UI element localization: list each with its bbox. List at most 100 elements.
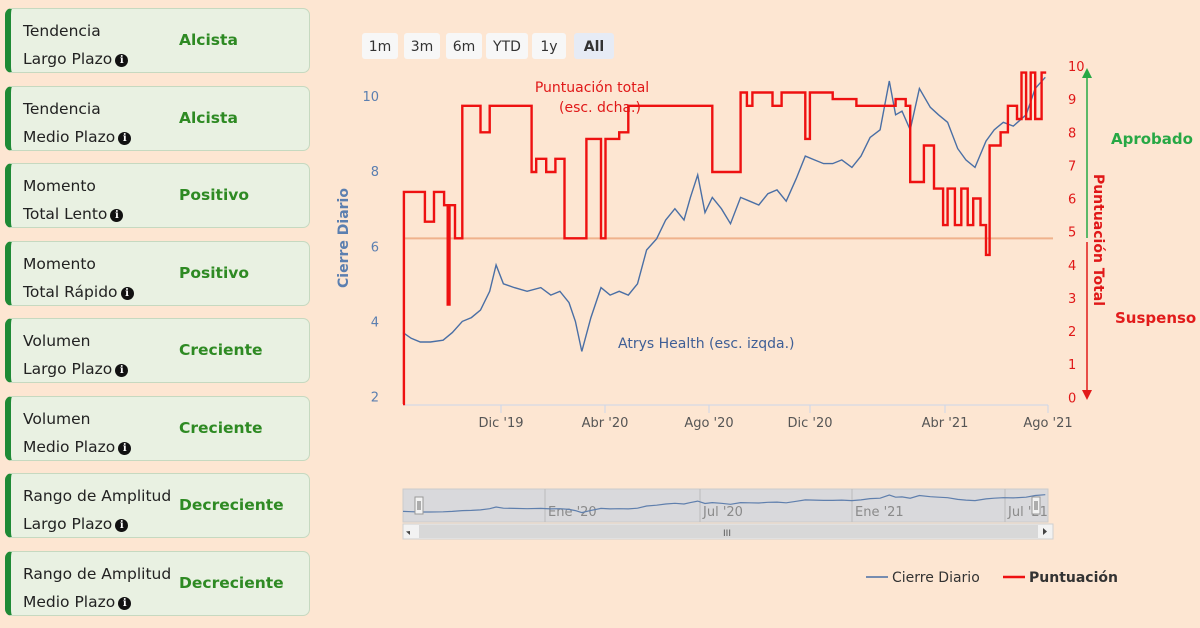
range-button-3m[interactable]	[404, 33, 440, 59]
indicator-name: Volumen	[23, 409, 91, 428]
y-axis-title: Cierre Diario	[336, 188, 352, 288]
y-tick-label: 10	[362, 90, 379, 105]
score-annotation: Puntuación total	[535, 80, 649, 96]
indicator-name: Rango de Amplitud	[23, 564, 172, 583]
navigator-handle[interactable]	[1031, 496, 1041, 515]
indicator-card: Volumen Medio Plazo i Creciente	[5, 395, 310, 461]
indicator-card: Volumen Largo Plazo i Creciente	[5, 318, 310, 383]
range-button-1y[interactable]	[532, 33, 566, 59]
indicator-horizon: Medio Plazo	[23, 127, 116, 146]
indicator-value: Positivo	[179, 186, 250, 204]
score-series-line	[402, 71, 1047, 406]
navigator-label: Ene '21	[855, 505, 904, 520]
indicator-horizon: Largo Plazo	[23, 50, 113, 68]
indicator-name: Momento	[23, 254, 96, 273]
y2-tick-label: 2	[1068, 325, 1076, 340]
indicator-horizon: Medio Plazo	[23, 592, 116, 611]
indicator-value: Alcista	[179, 108, 238, 127]
indicator-card: Tendencia Largo Plazo i Alcista	[5, 8, 310, 73]
x-tick-label: Ago '20	[684, 416, 733, 431]
range-button-label: 1y	[540, 39, 557, 55]
price-annotation: Atrys Health (esc. izqda.)	[618, 336, 795, 352]
indicator-horizon: Largo Plazo	[23, 360, 113, 378]
range-button-1m[interactable]	[362, 33, 398, 59]
indicator-horizon: Total Rápido	[23, 282, 118, 301]
indicator-value: Decreciente	[179, 496, 284, 514]
y2-tick-label: 10	[1068, 60, 1085, 75]
pass-arrow-head	[1082, 68, 1092, 78]
range-button-all[interactable]	[574, 33, 614, 59]
scrollbar-grip-icon: III	[723, 529, 731, 539]
y2-tick-label: 0	[1068, 391, 1076, 406]
info-icon[interactable]: i	[118, 131, 132, 145]
indicator-sidebar: Tendencia Largo Plazo i Alcista Tendencia Me…	[5, 8, 310, 628]
y2-tick-label: 8	[1068, 126, 1076, 141]
legend-label-score: Puntuación	[1029, 570, 1118, 586]
y2-tick-label: 9	[1068, 93, 1076, 108]
indicator-card: Rango de Amplitud Medio Plazo i Decreciente	[5, 550, 310, 616]
y2-tick-label: 1	[1068, 358, 1076, 373]
info-icon[interactable]: i	[118, 441, 132, 455]
indicator-card: Tendencia Medio Plazo i Alcista	[5, 85, 310, 151]
range-button-ytd[interactable]	[486, 33, 528, 59]
indicator-name: Volumen	[23, 332, 91, 350]
range-button-label: 1m	[369, 39, 392, 55]
indicator-card: Rango de Amplitud Largo Plazo i Decreciente	[5, 473, 310, 538]
x-tick-label: Dic '20	[787, 416, 832, 431]
range-button-label: All	[584, 39, 604, 55]
pass-label: Aprobado	[1111, 130, 1193, 148]
indicator-name: Momento	[23, 177, 96, 195]
indicator-value: Alcista	[179, 31, 238, 49]
y2-tick-label: 4	[1068, 259, 1076, 274]
x-tick-label: Abr '20	[582, 416, 629, 431]
y2-tick-label: 3	[1068, 292, 1076, 307]
indicator-horizon: Total Lento	[23, 205, 108, 223]
y2-tick-label: 5	[1068, 226, 1076, 241]
legend-label-price: Cierre Diario	[892, 570, 980, 586]
range-button-label: 6m	[453, 39, 476, 55]
range-button-label: 3m	[411, 39, 434, 55]
scrollbar-thumb[interactable]	[419, 525, 1038, 538]
x-tick-label: Ago '21	[1023, 416, 1072, 431]
indicator-horizon: Largo Plazo	[23, 515, 113, 533]
indicator-value: Creciente	[179, 418, 263, 437]
navigator-label: Jul '21	[1007, 505, 1048, 520]
range-button-label: YTD	[492, 39, 521, 55]
info-icon[interactable]: i	[115, 519, 129, 532]
navigator[interactable]	[402, 488, 1049, 523]
info-icon[interactable]: i	[110, 209, 124, 222]
indicator-horizon: Medio Plazo	[23, 437, 116, 456]
fail-arrow-head	[1082, 390, 1092, 400]
y2-tick-label: 7	[1068, 159, 1076, 174]
y2-tick-label: 6	[1068, 193, 1076, 208]
scroll-right-icon[interactable]	[1043, 528, 1047, 535]
info-icon[interactable]: i	[120, 286, 134, 300]
indicator-card: Momento Total Lento i Positivo	[5, 163, 310, 228]
x-tick-label: Abr '21	[922, 416, 969, 431]
indicator-card: Momento Total Rápido i Positivo	[5, 240, 310, 306]
navigator-handle[interactable]	[414, 496, 424, 515]
fail-label: Suspenso	[1115, 309, 1196, 327]
indicator-name: Tendencia	[23, 99, 101, 118]
y-tick-label: 4	[371, 315, 379, 330]
price-series-line	[402, 76, 1046, 352]
y-tick-label: 8	[371, 165, 379, 180]
y-tick-label: 2	[371, 390, 379, 405]
navigator-label: Jul '20	[702, 505, 743, 520]
indicator-value: Positivo	[179, 263, 250, 282]
y2-axis-title: Puntuación Total	[1090, 174, 1106, 306]
range-button-6m[interactable]	[446, 33, 482, 59]
info-icon[interactable]: i	[118, 596, 132, 610]
navigator-label: Ene '20	[548, 505, 597, 520]
info-icon[interactable]: i	[115, 364, 129, 377]
navigator-series-line	[402, 494, 1046, 514]
info-icon[interactable]: i	[115, 54, 129, 67]
y-tick-label: 6	[371, 240, 379, 255]
indicator-value: Creciente	[179, 341, 263, 359]
indicator-name: Tendencia	[23, 22, 101, 40]
score-annotation-scale: (esc. dcha.)	[559, 100, 641, 116]
indicator-name: Rango de Amplitud	[23, 487, 172, 505]
x-tick-label: Dic '19	[478, 416, 523, 431]
scroll-left-icon[interactable]	[406, 531, 410, 535]
